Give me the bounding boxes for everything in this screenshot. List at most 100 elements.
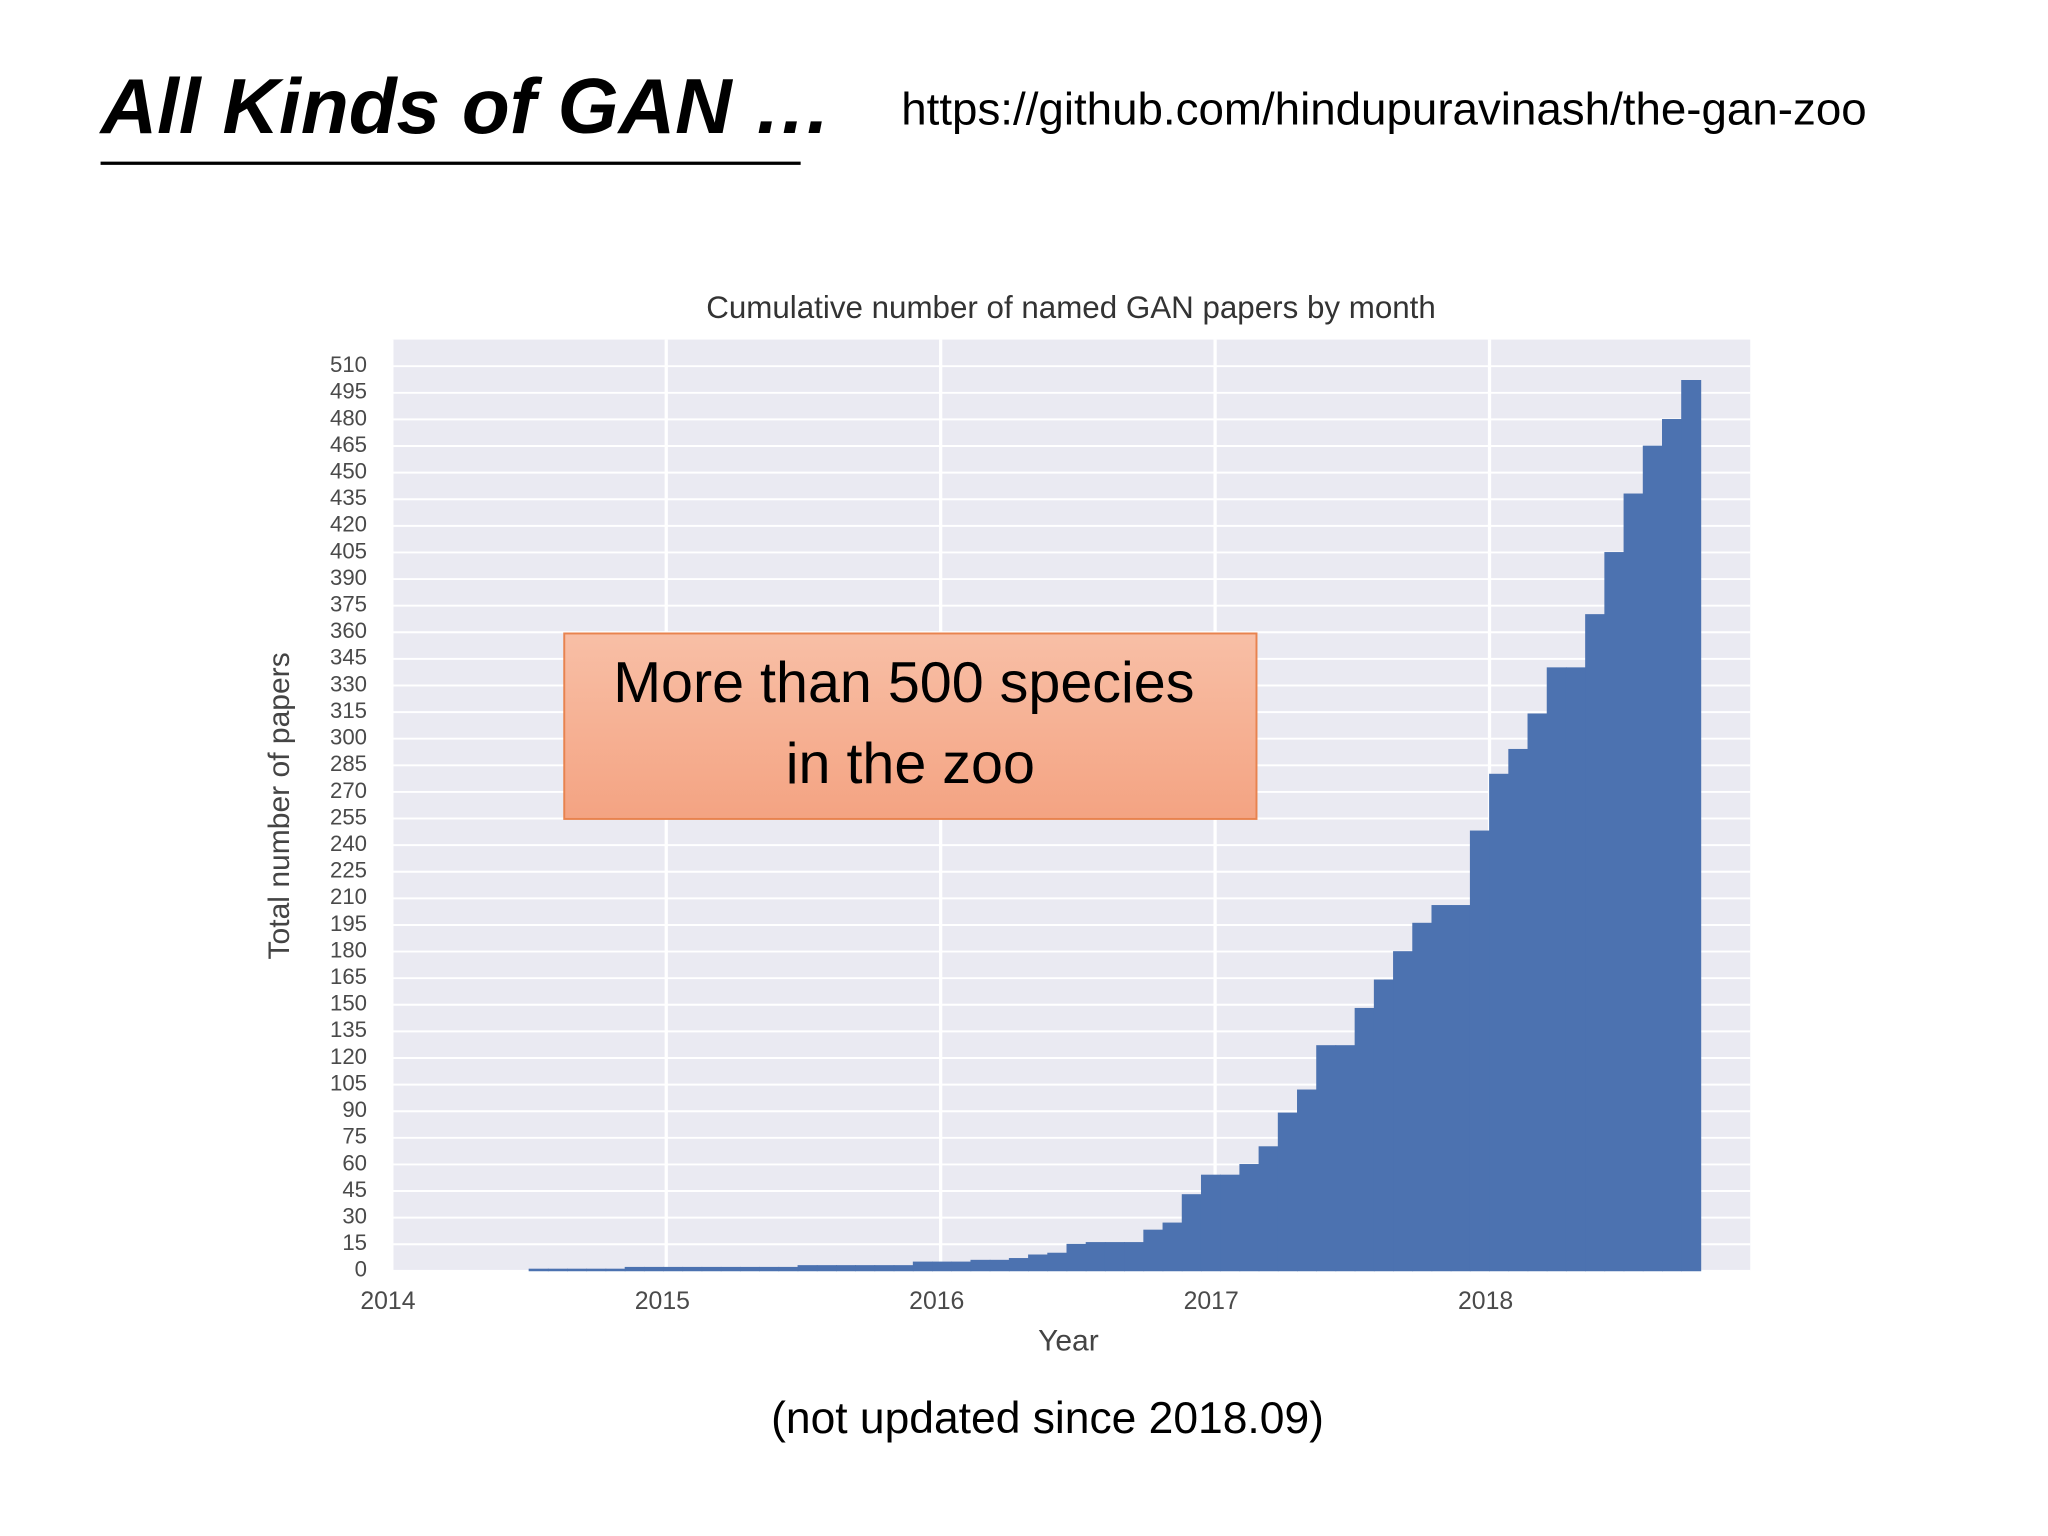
bar: [1047, 1252, 1068, 1272]
y-tick-label: 450: [330, 458, 367, 483]
bar: [836, 1265, 856, 1272]
bar: [1297, 1089, 1318, 1272]
bar: [893, 1265, 914, 1272]
bars: [528, 379, 1702, 1272]
bar: [1316, 1045, 1337, 1272]
bar: [547, 1268, 568, 1272]
bar: [797, 1265, 818, 1272]
y-tick-label: 300: [330, 725, 367, 750]
y-tick-label: 405: [330, 538, 367, 563]
y-tick-label: 315: [330, 698, 367, 723]
bar: [1661, 419, 1682, 1272]
bar: [1200, 1174, 1221, 1272]
bar: [663, 1266, 684, 1272]
bar: [1642, 445, 1663, 1272]
y-axis-label: Total number of papers: [263, 652, 296, 959]
y-tick-label: 285: [330, 751, 367, 776]
x-tick-label: 2016: [909, 1288, 964, 1315]
y-tick-label: 510: [330, 352, 367, 377]
bar: [1162, 1222, 1183, 1272]
bar: [1546, 667, 1567, 1272]
bar: [951, 1261, 972, 1272]
bar: [1450, 905, 1471, 1272]
bar: [989, 1259, 1010, 1272]
bar: [874, 1265, 895, 1272]
y-tick-label: 135: [330, 1017, 367, 1042]
x-tick-label: 2015: [635, 1288, 690, 1315]
y-tick-label: 210: [330, 884, 367, 909]
y-tick-label: 30: [342, 1204, 367, 1229]
bar: [1008, 1258, 1029, 1272]
y-tick-label: 420: [330, 512, 367, 537]
y-tick-label: 375: [330, 592, 367, 617]
y-tick-label: 255: [330, 804, 367, 829]
y-tick-label: 60: [342, 1150, 367, 1175]
annotation-box: [563, 632, 1258, 820]
bar: [682, 1266, 703, 1272]
bar: [1085, 1242, 1106, 1272]
bar: [1469, 830, 1490, 1272]
y-tick-label: 195: [330, 911, 367, 936]
y-tick-label: 75: [342, 1124, 367, 1149]
annotation-text: More than 500 species: [613, 651, 1194, 715]
y-tick-label: 330: [330, 671, 367, 696]
y-tick-label: 435: [330, 485, 367, 510]
y-tick-label: 105: [330, 1070, 367, 1095]
y-tick-label: 45: [342, 1177, 367, 1202]
y-tick-label: 465: [330, 432, 367, 457]
x-tick-label: 2014: [360, 1288, 415, 1315]
bar: [1508, 748, 1529, 1272]
annotation-text: in the zoo: [786, 732, 1035, 796]
x-tick-label: 2018: [1458, 1288, 1513, 1315]
y-tick-label: 270: [330, 778, 367, 803]
bar: [1354, 1007, 1375, 1272]
y-tick-label: 480: [330, 405, 367, 430]
y-tick-label: 360: [330, 618, 367, 643]
y-tick-label: 180: [330, 937, 367, 962]
bar: [739, 1266, 760, 1272]
bar: [1431, 905, 1452, 1272]
bar: [1258, 1146, 1279, 1272]
bar: [1181, 1194, 1202, 1272]
bar: [1335, 1045, 1356, 1272]
bar: [1239, 1164, 1260, 1272]
source-url: https://github.com/hindupuravinash/the-g…: [901, 83, 1866, 134]
bar: [1623, 493, 1644, 1272]
y-tick-label: 90: [342, 1097, 367, 1122]
bar: [759, 1266, 780, 1272]
bar: [778, 1266, 799, 1272]
y-tick-label: 165: [330, 964, 367, 989]
bar: [643, 1266, 664, 1272]
y-tick-label: 345: [330, 645, 367, 670]
bar: [932, 1261, 953, 1272]
bar: [1104, 1242, 1125, 1272]
bar: [1565, 667, 1586, 1272]
slide-title: All Kinds of GAN …: [99, 62, 832, 150]
x-axis-label: Year: [1038, 1325, 1099, 1358]
y-tick-label: 15: [342, 1230, 367, 1255]
bar: [1373, 979, 1394, 1272]
bar: [1066, 1243, 1087, 1272]
x-tick-label: 2017: [1184, 1288, 1239, 1315]
bar: [855, 1265, 876, 1272]
bar: [1124, 1242, 1145, 1272]
bar: [567, 1268, 588, 1272]
y-tick-label: 495: [330, 379, 367, 404]
bar: [1220, 1174, 1241, 1272]
footnote: (not updated since 2018.09): [771, 1394, 1324, 1443]
bar: [970, 1259, 991, 1272]
y-tick-label: 240: [330, 831, 367, 856]
bar: [1489, 773, 1510, 1272]
y-tick-label: 390: [330, 565, 367, 590]
bar: [1412, 922, 1433, 1272]
bar: [1393, 951, 1414, 1272]
bar: [528, 1268, 549, 1272]
bar: [1277, 1112, 1298, 1272]
bar: [1527, 713, 1548, 1272]
y-tick-label: 0: [355, 1257, 367, 1282]
bar: [1585, 614, 1606, 1272]
bar: [701, 1266, 722, 1272]
bar: [1143, 1229, 1164, 1272]
